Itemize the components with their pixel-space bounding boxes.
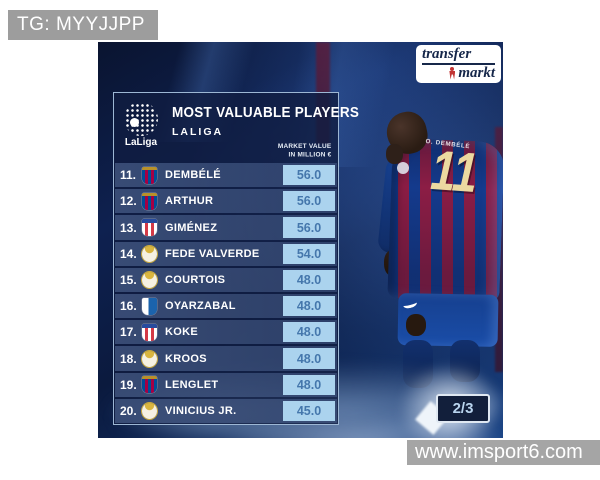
market-value-pill: 56.0 — [283, 165, 335, 186]
red-person-icon — [448, 66, 456, 80]
player-row: 20. VINICIUS JR. 45.0 — [115, 398, 337, 424]
player-row: 13. GIMÉNEZ 56.0 — [115, 215, 337, 240]
rank-label: 12. — [120, 194, 137, 209]
realmadrid-crest-icon — [142, 271, 157, 288]
player-row: 18. KROOS 48.0 — [115, 346, 337, 371]
site-watermark: www.imsport6.com — [407, 440, 600, 465]
player-row: 17. KOKE 48.0 — [115, 320, 337, 345]
shirt-number: 11 — [428, 138, 480, 205]
realmadrid-crest-icon — [142, 245, 157, 262]
ucl-badge-icon — [397, 162, 409, 174]
sociedad-crest-icon — [142, 297, 157, 315]
barcelona-crest-icon — [142, 192, 157, 210]
player-row: 19. LENGLET 48.0 — [115, 372, 337, 397]
realmadrid-crest-icon — [142, 402, 157, 419]
player-name: KOKE — [165, 326, 198, 339]
player-name: VINICIUS JR. — [165, 404, 237, 417]
player-name: OYARZABAL — [165, 300, 236, 313]
player-name: COURTOIS — [165, 273, 226, 286]
market-value-pill: 48.0 — [283, 296, 335, 317]
transfermarkt-wordmark-bottom: markt — [458, 65, 495, 81]
atletico-crest-icon — [142, 219, 157, 236]
player-row: 15. COURTOIS 48.0 — [115, 267, 337, 293]
panel-title: MOST VALUABLE PLAYERS — [172, 104, 360, 121]
player-fist — [386, 144, 403, 164]
player-row: 11. DEMBÉLÉ 56.0 — [115, 163, 337, 188]
market-value-pill: 48.0 — [283, 322, 335, 343]
player-name: KROOS — [165, 352, 207, 365]
rank-label: 11. — [120, 168, 137, 183]
value-unit-note: MARKET VALUE IN MILLION € — [277, 142, 331, 159]
atletico-crest-icon — [142, 323, 157, 341]
rank-label: 16. — [120, 299, 137, 314]
market-value-pill: 54.0 — [283, 243, 335, 264]
player-name: LENGLET — [165, 378, 219, 391]
market-value-pill: 45.0 — [283, 400, 335, 422]
ranking-rows: 11. DEMBÉLÉ 56.0 12. ARTHUR 56.0 13. GIM… — [115, 163, 337, 424]
player-name: GIMÉNEZ — [165, 221, 218, 234]
rank-label: 13. — [120, 220, 137, 235]
barcelona-crest-icon — [142, 376, 157, 394]
realmadrid-crest-icon — [142, 350, 157, 367]
player-photo-card: O. DEMBÉLÉ 11 transfer markt LaLiga MOST… — [98, 42, 503, 438]
telegram-watermark: TG: MYYJJPP — [8, 10, 158, 40]
barcelona-crest-icon — [142, 166, 157, 184]
player-name: DEMBÉLÉ — [165, 169, 221, 182]
rank-label: 15. — [120, 272, 137, 287]
player-hand — [406, 314, 426, 336]
market-value-pill: 56.0 — [283, 191, 335, 212]
transfermarkt-logo: transfer markt — [416, 45, 501, 83]
page-indicator-badge: 2/3 — [436, 394, 490, 423]
rank-label: 19. — [120, 377, 137, 392]
laliga-logo-icon — [124, 102, 158, 136]
market-value-pill: 56.0 — [283, 217, 335, 238]
rank-label: 17. — [120, 325, 137, 340]
panel-subtitle: LALIGA — [172, 126, 224, 138]
rank-label: 18. — [120, 351, 137, 366]
value-note-line1: MARKET VALUE — [277, 142, 331, 150]
market-value-pill: 48.0 — [283, 269, 335, 291]
rank-label: 20. — [120, 403, 137, 418]
rank-label: 14. — [120, 246, 137, 261]
market-value-pill: 48.0 — [283, 348, 335, 369]
player-row: 14. FEDE VALVERDE 54.0 — [115, 241, 337, 266]
player-name: ARTHUR — [165, 195, 214, 208]
market-value-pill: 48.0 — [283, 374, 335, 395]
mvp-table-panel: LaLiga MOST VALUABLE PLAYERS LALIGA MARK… — [113, 92, 359, 425]
player-name: FEDE VALVERDE — [165, 247, 260, 260]
laliga-logo-text: LaLiga — [124, 137, 158, 148]
value-note-line2: IN MILLION € — [288, 150, 331, 158]
player-row: 16. OYARZABAL 48.0 — [115, 294, 337, 319]
transfermarkt-wordmark-top: transfer — [422, 47, 495, 65]
player-row: 12. ARTHUR 56.0 — [115, 189, 337, 214]
